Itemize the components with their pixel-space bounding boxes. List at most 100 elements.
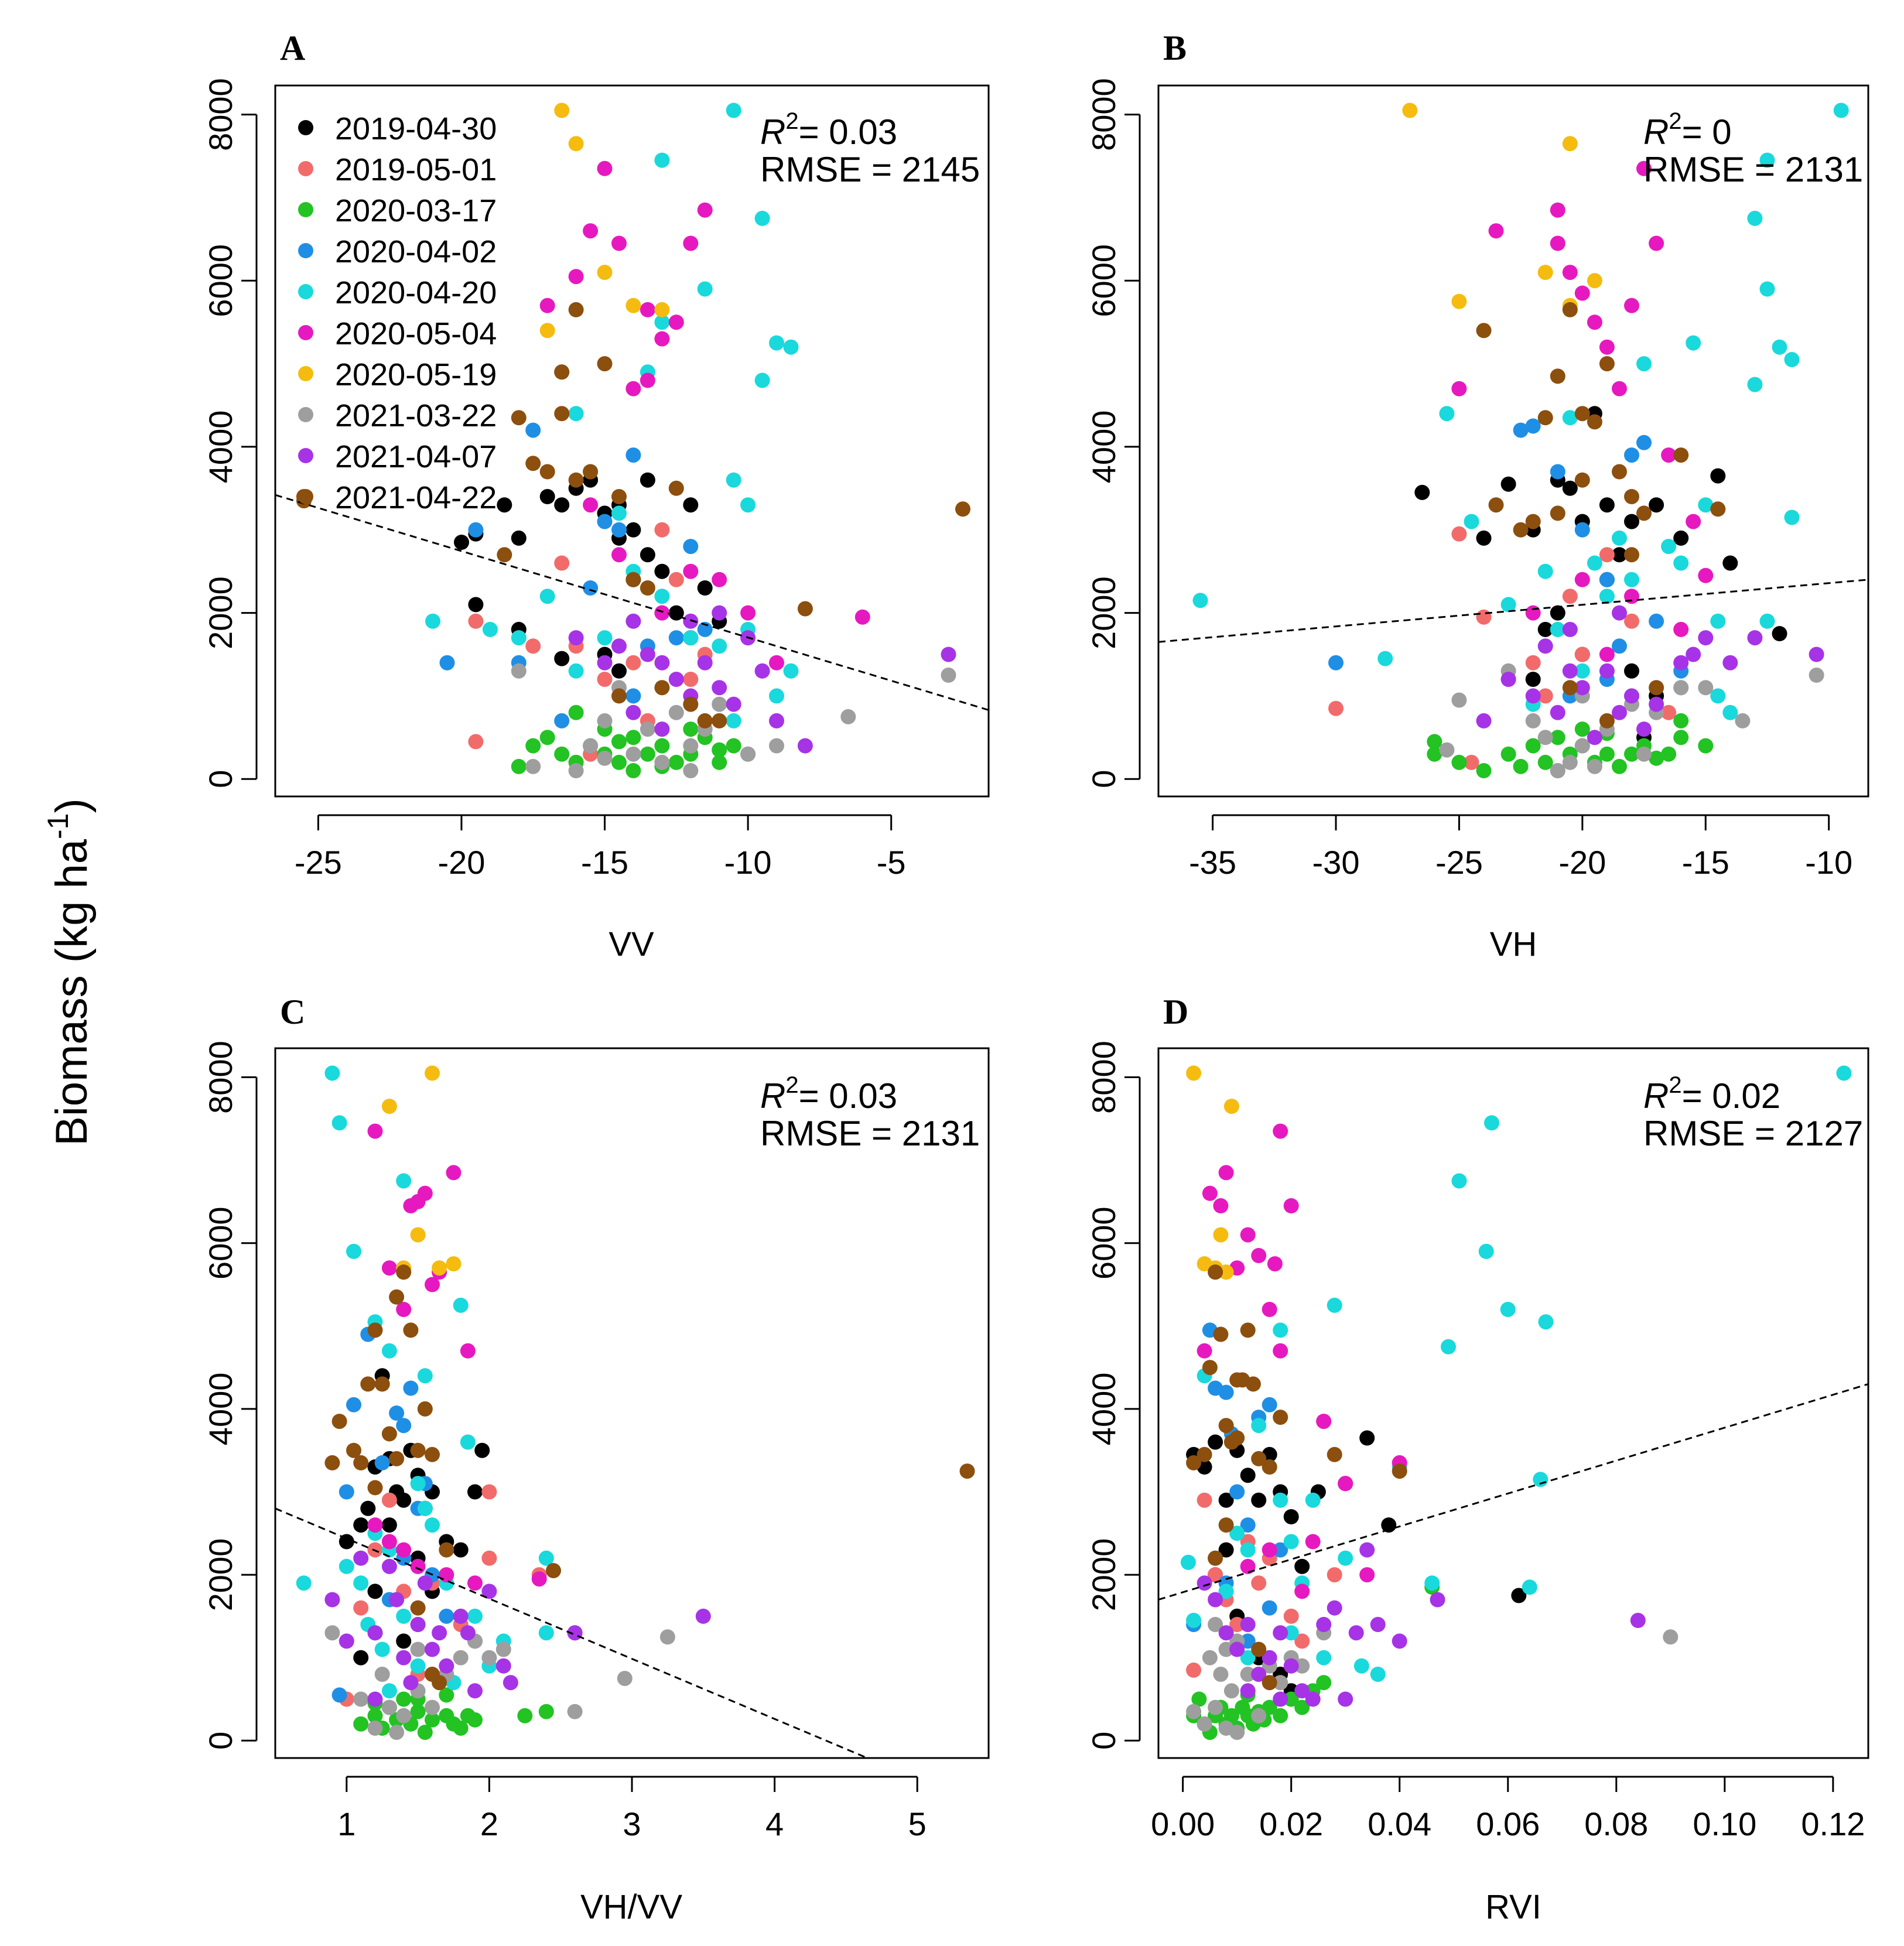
data-point xyxy=(403,1380,419,1396)
data-point xyxy=(1202,1650,1218,1665)
panel-label-b: B xyxy=(1163,29,1187,67)
data-point xyxy=(1267,1256,1283,1272)
data-point xyxy=(446,1256,462,1272)
data-point xyxy=(1574,522,1590,538)
x-tick-label: -5 xyxy=(877,844,906,881)
data-point xyxy=(1562,410,1578,426)
data-point xyxy=(1476,530,1492,546)
data-point xyxy=(625,522,641,538)
data-point xyxy=(1273,1675,1288,1691)
x-tick-label: -15 xyxy=(581,844,628,881)
data-point xyxy=(396,1650,412,1665)
data-point xyxy=(1522,1579,1537,1595)
data-point xyxy=(1562,621,1578,637)
legend-marker xyxy=(298,202,313,217)
data-point xyxy=(1525,418,1541,434)
y-tick-label: 6000 xyxy=(202,1206,239,1280)
data-point xyxy=(1710,688,1726,704)
data-point xyxy=(654,655,670,671)
data-point xyxy=(625,447,641,463)
data-point xyxy=(1624,547,1639,563)
plot-marks-b xyxy=(1158,102,1868,778)
data-point xyxy=(432,1260,447,1276)
data-point xyxy=(625,704,641,720)
data-point xyxy=(381,1426,397,1442)
x-tick-label: -20 xyxy=(1558,844,1606,881)
data-point xyxy=(517,1708,533,1723)
r2-sup-b: 2 xyxy=(1669,108,1681,134)
data-point xyxy=(1262,1542,1277,1558)
data-point xyxy=(324,1455,340,1470)
data-point xyxy=(353,1455,369,1470)
data-point xyxy=(654,754,670,770)
data-point xyxy=(568,269,584,285)
data-point xyxy=(1359,1430,1375,1446)
data-point xyxy=(410,1600,426,1616)
legend-label: 2019-04-30 xyxy=(335,111,497,146)
data-point xyxy=(381,1343,397,1359)
data-point xyxy=(1186,1662,1202,1678)
data-point xyxy=(583,464,599,480)
data-point xyxy=(446,1165,462,1181)
data-point xyxy=(554,555,570,571)
y-tick-label: 8000 xyxy=(1085,1041,1122,1114)
data-point xyxy=(360,1376,376,1392)
r2-stat-b: R2= 0 xyxy=(1643,108,1732,152)
data-point xyxy=(1245,1376,1261,1392)
data-point xyxy=(497,547,512,563)
data-point xyxy=(1636,160,1652,176)
x-tick-label: 0.08 xyxy=(1584,1805,1648,1842)
data-point xyxy=(683,235,699,251)
x-axis-title-a: VV xyxy=(609,925,654,963)
data-point xyxy=(539,589,555,604)
data-point xyxy=(1612,638,1627,654)
data-point xyxy=(568,302,584,317)
data-point xyxy=(640,580,655,596)
data-point xyxy=(367,1123,383,1139)
data-point xyxy=(1202,1360,1218,1376)
y-tick-label: 2000 xyxy=(202,1538,239,1612)
data-point xyxy=(1537,621,1553,637)
data-point xyxy=(668,572,684,587)
data-point xyxy=(567,1704,583,1719)
data-point xyxy=(1772,626,1787,641)
data-point xyxy=(697,655,713,671)
data-point xyxy=(597,356,613,372)
data-point xyxy=(1208,1592,1223,1608)
data-point xyxy=(568,472,584,488)
data-point xyxy=(367,1517,383,1533)
data-point xyxy=(367,1480,383,1496)
data-point xyxy=(1208,1264,1223,1280)
data-point xyxy=(1218,1384,1234,1400)
data-point xyxy=(769,688,784,704)
data-point xyxy=(1636,356,1652,372)
data-point xyxy=(353,1575,369,1591)
data-point xyxy=(1294,1584,1310,1599)
data-point xyxy=(740,746,756,762)
data-point xyxy=(625,572,641,587)
data-point xyxy=(1316,1414,1332,1429)
data-point xyxy=(539,323,555,338)
data-point xyxy=(324,1625,340,1641)
data-point xyxy=(410,1658,426,1674)
legend-entry: 2021-04-07 xyxy=(298,439,497,474)
data-point xyxy=(1809,667,1824,683)
data-point xyxy=(1624,746,1639,762)
r2-stat-d: R2= 0.02 xyxy=(1643,1072,1780,1116)
data-point xyxy=(712,696,727,712)
data-point xyxy=(339,1633,354,1649)
y-axis-d: 0 2000 4000 6000 8000 xyxy=(1085,1041,1141,1750)
data-point xyxy=(695,1608,711,1624)
data-point xyxy=(1294,1558,1310,1574)
data-point xyxy=(1759,281,1775,297)
data-point xyxy=(467,1575,483,1591)
data-point xyxy=(396,1542,412,1558)
data-point xyxy=(683,539,699,555)
y-tick-label: 8000 xyxy=(202,1041,239,1114)
data-point xyxy=(538,1704,554,1719)
data-point xyxy=(1488,497,1504,513)
r2-sup-c: 2 xyxy=(785,1072,798,1098)
data-point xyxy=(769,335,784,351)
data-point xyxy=(353,1716,369,1732)
